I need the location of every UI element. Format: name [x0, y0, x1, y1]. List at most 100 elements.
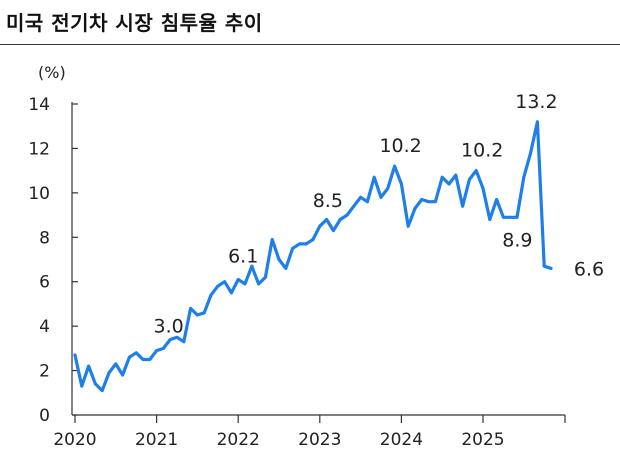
x-tick-label: 2024 — [380, 430, 423, 450]
data-point — [230, 291, 233, 295]
data-point — [542, 264, 546, 268]
data-point — [468, 178, 471, 181]
data-point — [189, 307, 193, 310]
title-bar: 미국 전기차 시장 침투율 추이 — [0, 0, 620, 45]
data-label: 6.1 — [228, 246, 258, 268]
data-point — [495, 198, 498, 201]
y-tick-label: 4 — [39, 317, 50, 337]
y-tick-label: 14 — [28, 95, 50, 115]
data-point — [216, 284, 220, 288]
data-point — [100, 389, 104, 392]
data-point — [284, 267, 288, 270]
data-point — [162, 347, 165, 350]
data-point — [73, 353, 77, 357]
y-unit-label: (%) — [38, 63, 66, 82]
data-point — [372, 175, 376, 179]
data-label: 10.2 — [461, 140, 503, 162]
data-point — [298, 242, 301, 246]
y-tick-label: 10 — [28, 184, 50, 204]
data-point — [175, 335, 179, 339]
data-point — [250, 264, 254, 268]
data-point — [366, 200, 369, 204]
data-point — [379, 195, 383, 199]
data-point — [87, 364, 90, 368]
data-point — [243, 282, 247, 286]
x-tick-label: 2020 — [53, 430, 96, 450]
y-tick-label: 0 — [39, 406, 50, 426]
data-point — [427, 200, 430, 204]
data-point — [304, 242, 308, 246]
data-point — [393, 164, 396, 168]
data-label: 3.0 — [153, 316, 183, 338]
y-tick-label: 12 — [28, 139, 50, 159]
data-point — [461, 204, 464, 208]
data-point — [352, 204, 356, 208]
page-title: 미국 전기차 시장 침투율 추이 — [6, 11, 263, 35]
data-label: 8.9 — [502, 229, 532, 251]
data-point — [257, 282, 260, 286]
data-point — [529, 151, 532, 155]
data-point — [420, 198, 424, 201]
y-tick-label: 8 — [39, 228, 50, 248]
data-point — [406, 224, 410, 228]
data-point — [502, 215, 505, 219]
data-point — [277, 258, 281, 261]
data-label: 13.2 — [515, 91, 557, 113]
data-point — [481, 187, 485, 190]
data-point — [196, 313, 199, 317]
data-point — [311, 238, 315, 241]
data-point — [413, 207, 417, 210]
y-tick-label: 6 — [39, 273, 50, 293]
data-label: 8.5 — [313, 190, 343, 212]
data-point — [508, 215, 512, 219]
data-point — [536, 120, 539, 124]
data-point — [549, 267, 553, 270]
data-point — [270, 238, 274, 241]
data-point — [447, 182, 451, 186]
y-axis-ticks: 0 2 4 6 8 10 12 14 — [28, 95, 78, 426]
data-point — [522, 175, 526, 179]
data-point — [182, 340, 186, 344]
data-point — [264, 275, 267, 279]
chart-annotations: 3.0 6.1 8.5 10.2 10.2 8.9 13.2 6.6 — [153, 91, 604, 338]
data-point — [515, 215, 519, 219]
data-point — [400, 182, 403, 186]
data-point — [134, 351, 138, 355]
data-point — [202, 311, 206, 315]
x-tick-label: 2023 — [298, 430, 341, 450]
data-point — [332, 229, 335, 233]
data-point — [386, 187, 390, 190]
data-point — [114, 362, 118, 366]
data-point — [148, 358, 152, 361]
data-point — [155, 349, 159, 352]
data-point — [141, 358, 145, 361]
y-tick-label: 2 — [39, 362, 50, 382]
data-point — [434, 200, 437, 204]
data-point — [107, 371, 111, 375]
x-axis-ticks: 2020 2021 2022 2023 2024 2025 — [53, 415, 566, 450]
data-point — [474, 169, 478, 173]
data-point — [80, 384, 84, 388]
data-point — [127, 355, 131, 359]
data-point — [318, 224, 322, 228]
data-point — [345, 213, 349, 217]
data-point — [94, 382, 97, 386]
x-tick-label: 2022 — [217, 430, 260, 450]
data-point — [359, 195, 362, 199]
data-label: 10.2 — [379, 135, 421, 157]
chart-axes: (%) — [38, 63, 565, 416]
x-tick-label: 2021 — [135, 430, 178, 450]
data-point — [168, 338, 172, 341]
chart-series — [73, 120, 553, 393]
data-point — [209, 293, 213, 297]
series-line — [73, 120, 553, 393]
data-point — [121, 373, 124, 377]
data-point — [338, 218, 342, 221]
data-point — [236, 278, 240, 281]
data-point — [488, 218, 492, 221]
x-tick-label: 2025 — [461, 430, 504, 450]
data-label: 6.6 — [574, 258, 604, 280]
data-point — [454, 173, 458, 177]
data-point — [223, 280, 227, 284]
